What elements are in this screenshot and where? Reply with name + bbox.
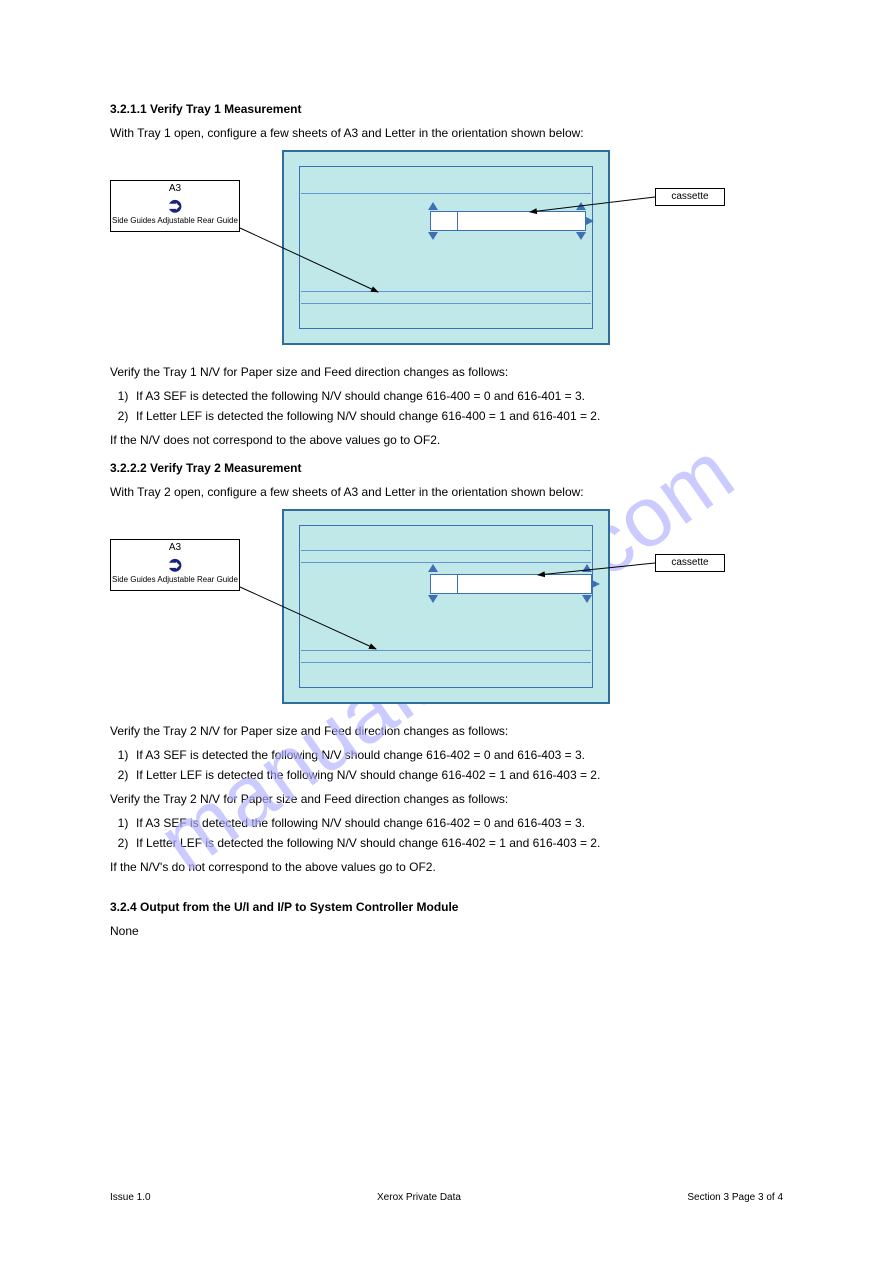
bullet-text: If A3 SEF is detected the following N/V … xyxy=(136,746,783,764)
callout-cassette: cassette xyxy=(655,188,725,206)
callout-line: Side Guides xyxy=(112,575,156,584)
bullet-text: If A3 SEF is detected the following N/V … xyxy=(136,387,783,405)
callout-line: Adjustable Rear xyxy=(157,575,214,584)
side-guide-bottom xyxy=(301,291,591,292)
section-1: 3.2.1.1 Verify Tray 1 Measurement With T… xyxy=(110,100,783,142)
section-3: 3.2.4 Output from the U/I and I/P to Sys… xyxy=(110,898,783,940)
page: manualshive.com 3.2.1.1 Verify Tray 1 Me… xyxy=(0,0,893,1263)
bullet-num: 1) xyxy=(110,746,136,764)
tri-icon xyxy=(586,217,594,225)
section-3-heading: 3.2.4 Output from the U/I and I/P to Sys… xyxy=(110,898,783,916)
section-2-verify-post: Verify the Tray 2 N/V for Paper size and… xyxy=(110,790,783,808)
bullet-num: 2) xyxy=(110,407,136,425)
cassette-box xyxy=(430,211,586,231)
footer-right: Section 3 Page 3 of 4 xyxy=(687,1192,783,1203)
tri-icon xyxy=(576,202,586,210)
callout-a3: A3 ➲ Side Guides Adjustable Rear Guide xyxy=(110,180,240,232)
arrow-rotate-icon: ➲ xyxy=(167,554,184,576)
rear-guide xyxy=(301,662,591,663)
cassette-divider xyxy=(457,575,458,593)
tri-icon xyxy=(428,232,438,240)
section-2-verify: Verify the Tray 2 N/V for Paper size and… xyxy=(110,722,783,876)
bullet-text: If Letter LEF is detected the following … xyxy=(136,766,783,784)
section-1-verify-pre: Verify the Tray 1 N/V for Paper size and… xyxy=(110,363,783,381)
callout-line: Guide xyxy=(217,216,238,225)
arrow-rotate-icon: ➲ xyxy=(167,195,184,217)
section-1-intro: With Tray 1 open, configure a few sheets… xyxy=(110,124,783,142)
list-item: 1) If A3 SEF is detected the following N… xyxy=(110,746,783,764)
list-item: 2) If Letter LEF is detected the followi… xyxy=(110,407,783,425)
side-guide-bottom xyxy=(301,650,591,651)
footer-center: Xerox Private Data xyxy=(377,1192,461,1203)
tri-icon xyxy=(582,595,592,603)
section-2-final-note: If the N/V's do not correspond to the ab… xyxy=(110,858,783,876)
list-item: 2) If Letter LEF is detected the followi… xyxy=(110,766,783,784)
section-3-body: None xyxy=(110,922,783,940)
diagram-1: A3 ➲ Side Guides Adjustable Rear Guide c… xyxy=(110,150,783,345)
callout-line: Adjustable Rear xyxy=(157,216,214,225)
callout-line: Side Guides xyxy=(112,216,156,225)
bullet-num: 2) xyxy=(110,766,136,784)
tri-icon xyxy=(428,564,438,572)
callout-a3-label: A3 xyxy=(169,542,181,553)
bullet-text: If A3 SEF is detected the following N/V … xyxy=(136,814,783,832)
callout-a3-label: A3 xyxy=(169,183,181,194)
tri-icon xyxy=(582,564,592,572)
side-guide-top xyxy=(301,193,591,194)
section-2: 3.2.2.2 Verify Tray 2 Measurement With T… xyxy=(110,459,783,501)
callout-cassette: cassette xyxy=(655,554,725,572)
cassette-divider xyxy=(457,212,458,230)
bullet-num: 1) xyxy=(110,814,136,832)
tri-icon xyxy=(428,202,438,210)
list-item: 1) If A3 SEF is detected the following N… xyxy=(110,387,783,405)
bullet-num: 1) xyxy=(110,387,136,405)
side-guide-top xyxy=(301,550,591,551)
list-item: 2) If Letter LEF is detected the followi… xyxy=(110,834,783,852)
diagram-2: A3 ➲ Side Guides Adjustable Rear Guide c… xyxy=(110,509,783,704)
bullet-num: 2) xyxy=(110,834,136,852)
cassette-box xyxy=(430,574,592,594)
callout-cassette-label: cassette xyxy=(671,191,708,202)
bullet-text: If Letter LEF is detected the following … xyxy=(136,834,783,852)
tri-icon xyxy=(428,595,438,603)
footer-left: Issue 1.0 xyxy=(110,1192,151,1203)
section-1-verify-post: If the N/V does not correspond to the ab… xyxy=(110,431,783,449)
callout-a3: A3 ➲ Side Guides Adjustable Rear Guide xyxy=(110,539,240,591)
tri-icon xyxy=(576,232,586,240)
tray-inner xyxy=(299,166,593,329)
tri-icon xyxy=(592,580,600,588)
tray-panel xyxy=(282,509,610,704)
callout-line: Guide xyxy=(217,575,238,584)
list-item: 1) If A3 SEF is detected the following N… xyxy=(110,814,783,832)
bullet-text: If Letter LEF is detected the following … xyxy=(136,407,783,425)
section-1-verify: Verify the Tray 1 N/V for Paper size and… xyxy=(110,363,783,449)
section-2-verify-pre: Verify the Tray 2 N/V for Paper size and… xyxy=(110,722,783,740)
side-guide-top-2 xyxy=(301,562,591,563)
section-2-heading: 3.2.2.2 Verify Tray 2 Measurement xyxy=(110,459,783,477)
rear-guide xyxy=(301,303,591,304)
page-footer: Issue 1.0 Xerox Private Data Section 3 P… xyxy=(110,1192,783,1203)
callout-cassette-label: cassette xyxy=(671,557,708,568)
tray-panel xyxy=(282,150,610,345)
section-1-heading: 3.2.1.1 Verify Tray 1 Measurement xyxy=(110,100,783,118)
section-2-intro: With Tray 2 open, configure a few sheets… xyxy=(110,483,783,501)
tray-inner xyxy=(299,525,593,688)
